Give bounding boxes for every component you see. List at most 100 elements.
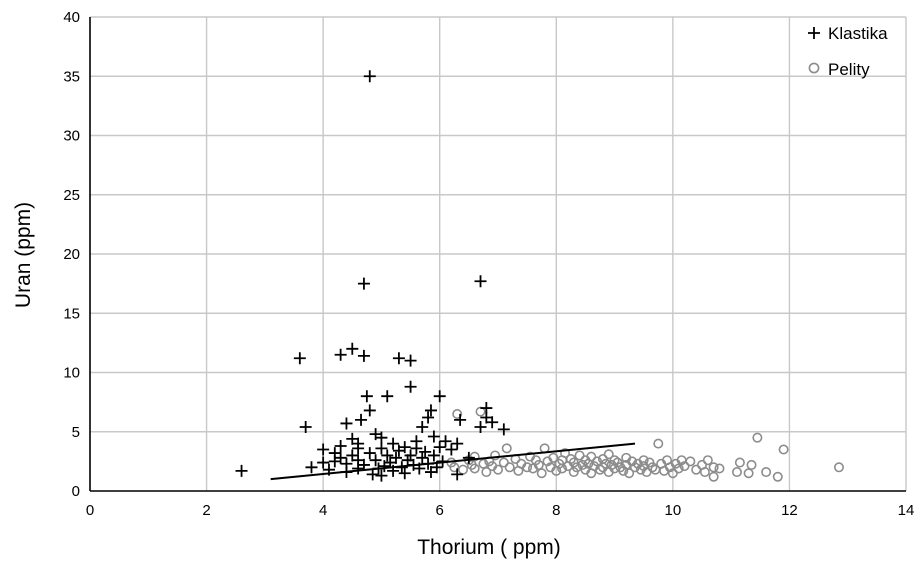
pelity-point xyxy=(691,464,702,475)
pelity-point xyxy=(571,462,582,473)
pelity-point xyxy=(548,452,559,463)
klastika-point xyxy=(445,443,458,456)
legend-label-pelity: Pelity xyxy=(828,60,870,79)
pelity-point xyxy=(708,462,719,473)
klastika-point xyxy=(416,421,429,434)
pelity-point xyxy=(778,444,789,455)
klastika-point xyxy=(427,430,440,443)
klastika-point xyxy=(439,435,452,448)
klastika-point xyxy=(299,421,312,434)
pelity-point xyxy=(592,456,603,467)
y-tick-label: 0 xyxy=(72,483,80,500)
klastika-point xyxy=(340,417,353,430)
pelity-point xyxy=(699,467,710,478)
klastika-point xyxy=(317,456,330,469)
klastika-point xyxy=(375,469,388,482)
circle-marker-icon xyxy=(808,62,820,74)
pelity-point xyxy=(667,468,678,479)
klastika-point xyxy=(363,447,376,460)
tick-labels: 0 5 10 15 20 25 30 35 40 0 2 4 6 8 10 12 14 xyxy=(63,9,914,519)
klastika-point xyxy=(398,467,411,480)
klastika-point xyxy=(419,445,432,458)
plus-marker-icon xyxy=(808,27,820,39)
klastika-point xyxy=(497,423,510,436)
axes xyxy=(89,17,906,492)
y-axis-title: Uran (ppm) xyxy=(12,202,35,308)
klastika-point xyxy=(404,449,417,462)
klastika-point xyxy=(433,390,446,403)
pelity-point xyxy=(481,467,492,478)
klastika-point xyxy=(305,461,318,474)
klastika-point xyxy=(363,70,376,83)
pelity-point xyxy=(557,463,568,474)
pelity-point xyxy=(574,450,585,461)
pelity-point xyxy=(731,467,742,478)
klastika-point xyxy=(390,451,402,464)
klastika-point xyxy=(357,458,370,471)
klastika-point xyxy=(433,441,446,454)
klastika-point xyxy=(369,454,382,467)
pelity-point xyxy=(647,462,658,473)
x-tick-label: 0 xyxy=(86,502,94,519)
klastika-point xyxy=(366,468,379,481)
klastika-point xyxy=(375,442,388,455)
pelity-point xyxy=(772,471,783,482)
y-tick-label: 10 xyxy=(63,365,80,382)
pelity-point xyxy=(743,468,754,479)
pelity-point xyxy=(746,459,757,470)
klastika-point xyxy=(363,404,376,417)
pelity-point xyxy=(833,462,844,473)
klastika-point xyxy=(352,437,365,450)
pelity-point xyxy=(536,468,547,479)
y-tick-label: 5 xyxy=(72,424,80,441)
pelity-point xyxy=(452,408,463,419)
pelity-point xyxy=(469,463,480,474)
pelity-point xyxy=(653,438,664,449)
legend-marker-pelity xyxy=(808,62,820,74)
pelity-point xyxy=(478,458,489,469)
klastika-point xyxy=(317,443,330,456)
y-tick-label: 35 xyxy=(63,68,80,85)
klastika-point xyxy=(293,352,306,365)
pelity-point xyxy=(624,468,635,479)
x-tick-label: 4 xyxy=(319,502,327,519)
pelity-point xyxy=(673,463,684,474)
klastika-point xyxy=(235,464,248,477)
pelity-point xyxy=(752,432,763,443)
y-tick-label: 25 xyxy=(63,187,80,204)
pelity-point xyxy=(609,463,620,474)
gridlines xyxy=(90,16,907,491)
pelity-point xyxy=(641,467,652,478)
klastika-point xyxy=(486,416,499,429)
klastika-point xyxy=(360,390,373,403)
x-tick-label: 12 xyxy=(781,502,798,519)
klastika-point xyxy=(334,451,347,464)
pelity-point xyxy=(533,459,544,470)
pelity-point xyxy=(734,457,745,468)
pelity-series xyxy=(446,406,844,482)
klastika-point xyxy=(427,449,440,462)
pelity-point xyxy=(498,457,509,468)
klastika-point xyxy=(387,437,400,450)
pelity-point xyxy=(522,462,533,473)
x-tick-label: 8 xyxy=(552,502,560,519)
legend: Klastika Pelity xyxy=(808,24,888,79)
legend-label-klastika: Klastika xyxy=(828,24,888,43)
pelity-point xyxy=(685,456,696,467)
pelity-point xyxy=(490,450,501,461)
trendline xyxy=(270,442,636,481)
klastika-point xyxy=(392,352,405,365)
pelity-point xyxy=(469,451,480,462)
klastika-point xyxy=(474,275,487,288)
klastika-point xyxy=(340,457,353,470)
pelity-point xyxy=(560,448,571,459)
klastika-point xyxy=(416,451,429,464)
klastika-point xyxy=(474,421,487,434)
klastika-point xyxy=(355,413,368,426)
klastika-point xyxy=(381,449,394,462)
klastika-point xyxy=(454,413,467,426)
klastika-point xyxy=(451,437,464,450)
klastika-point xyxy=(346,342,359,355)
